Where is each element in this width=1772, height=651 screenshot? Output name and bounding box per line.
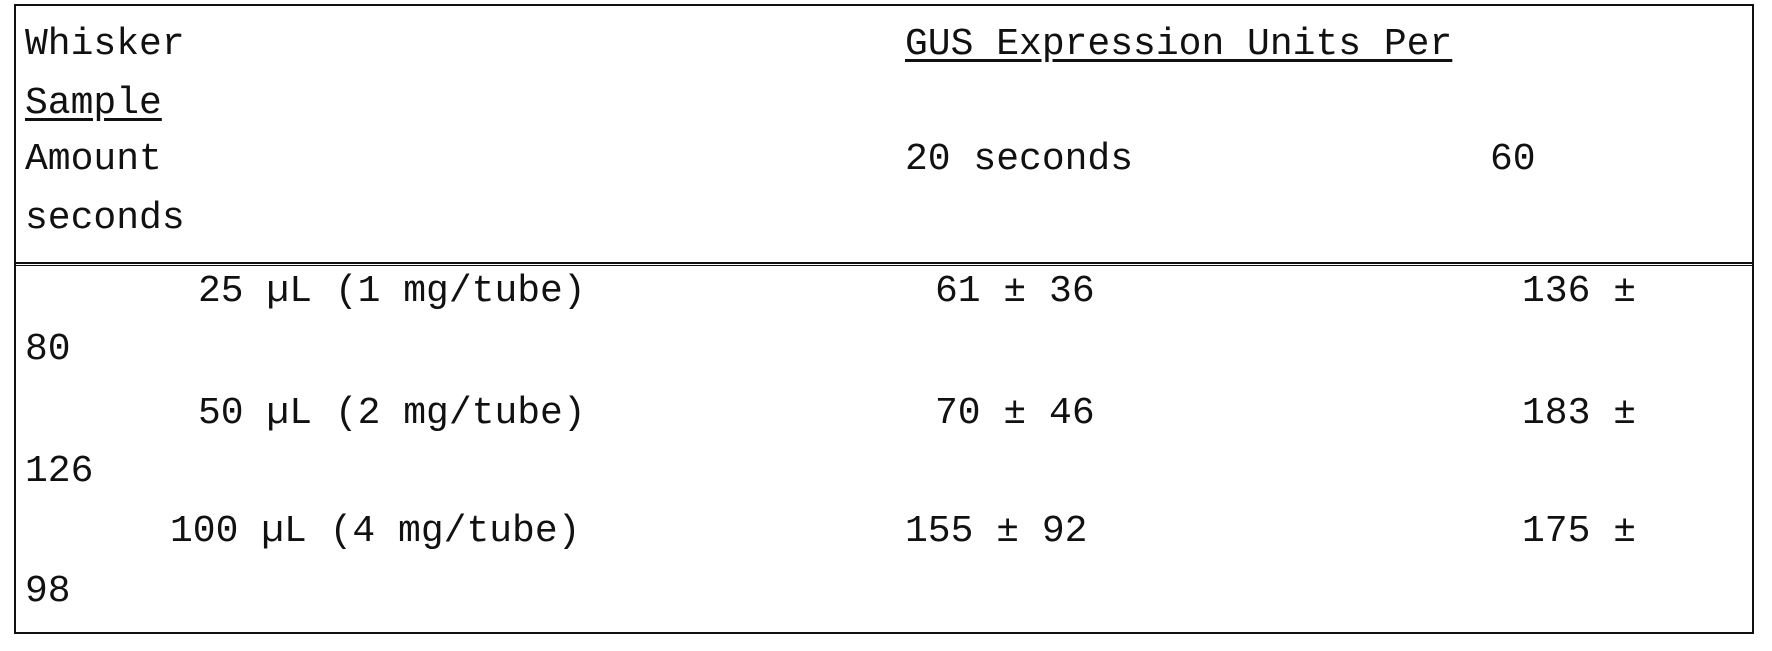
header-sample: Sample	[25, 82, 162, 126]
cell-amount: 50 µL (2 mg/tube)	[198, 392, 586, 436]
cell-60s-wrap: 80	[25, 328, 71, 372]
cell-60s-wrap: 126	[25, 450, 93, 494]
header-20-seconds: 20 seconds	[905, 138, 1133, 182]
header-whisker: Whisker	[25, 23, 185, 67]
header-60: 60	[1490, 138, 1536, 182]
header-seconds: seconds	[25, 197, 185, 241]
cell-amount: 25 µL (1 mg/tube)	[198, 270, 586, 314]
header-gus-units: GUS Expression Units Per	[905, 23, 1452, 67]
cell-20s: 155 ± 92	[905, 510, 1087, 554]
header-amount: Amount	[25, 138, 162, 182]
cell-60s: 175 ±	[1522, 510, 1636, 554]
cell-60s: 136 ±	[1522, 270, 1636, 314]
cell-20s: 61 ± 36	[935, 270, 1095, 314]
cell-amount: 100 µL (4 mg/tube)	[170, 510, 580, 554]
cell-20s: 70 ± 46	[935, 392, 1095, 436]
cell-60s-wrap: 98	[25, 570, 71, 614]
cell-60s: 183 ±	[1522, 392, 1636, 436]
header-divider	[14, 262, 1754, 266]
